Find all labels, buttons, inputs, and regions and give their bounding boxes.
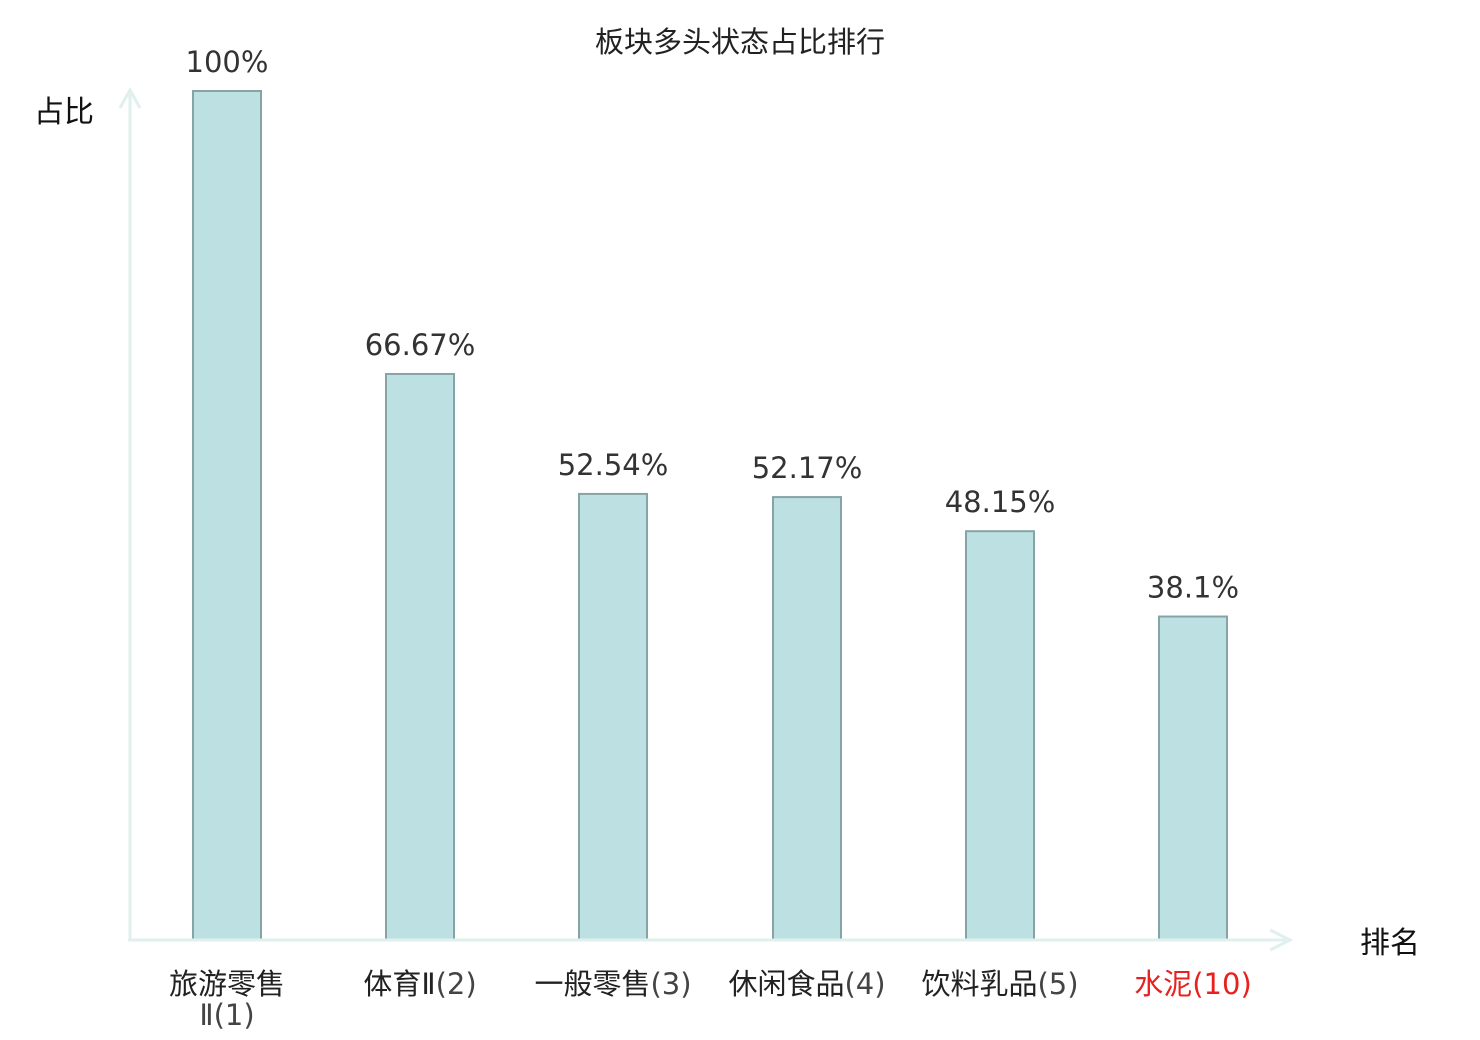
x-tick-label: 水泥(10)	[1134, 967, 1252, 1001]
x-tick-label: 旅游零售 Ⅱ(1)	[169, 967, 285, 1032]
bar	[578, 492, 648, 941]
bar	[965, 530, 1035, 941]
x-tick-label: 休闲食品(4)	[728, 967, 885, 1001]
data-label: 100%	[186, 45, 269, 79]
y-axis-arrow	[118, 86, 142, 109]
y-axis	[118, 86, 142, 940]
data-label: 52.17%	[752, 451, 863, 485]
x-axis	[128, 928, 1294, 952]
x-tick-label: 饮料乳品(5)	[921, 967, 1078, 1001]
data-label: 66.67%	[365, 328, 476, 362]
x-tick-label: 体育Ⅱ(2)	[363, 967, 476, 1001]
bar	[772, 496, 842, 941]
data-label: 52.54%	[558, 448, 669, 482]
bar	[192, 90, 262, 941]
labels-group: 100% 旅游零售 Ⅱ(1) 66.67% 体育Ⅱ(2) 52.54% 一般零售(3) 52.…	[169, 45, 1252, 1032]
x-tick-label: 一般零售(3)	[534, 967, 691, 1001]
bar	[1158, 615, 1228, 941]
x-axis-label: 排名	[1360, 926, 1420, 961]
data-label: 48.15%	[945, 485, 1056, 519]
chart-title: 板块多头状态占比排行	[595, 25, 885, 59]
x-axis-arrow	[1269, 928, 1294, 952]
bars-group	[192, 90, 1228, 942]
bar	[385, 372, 455, 942]
data-label: 38.1%	[1147, 571, 1239, 605]
y-axis-label: 占比	[34, 95, 94, 130]
